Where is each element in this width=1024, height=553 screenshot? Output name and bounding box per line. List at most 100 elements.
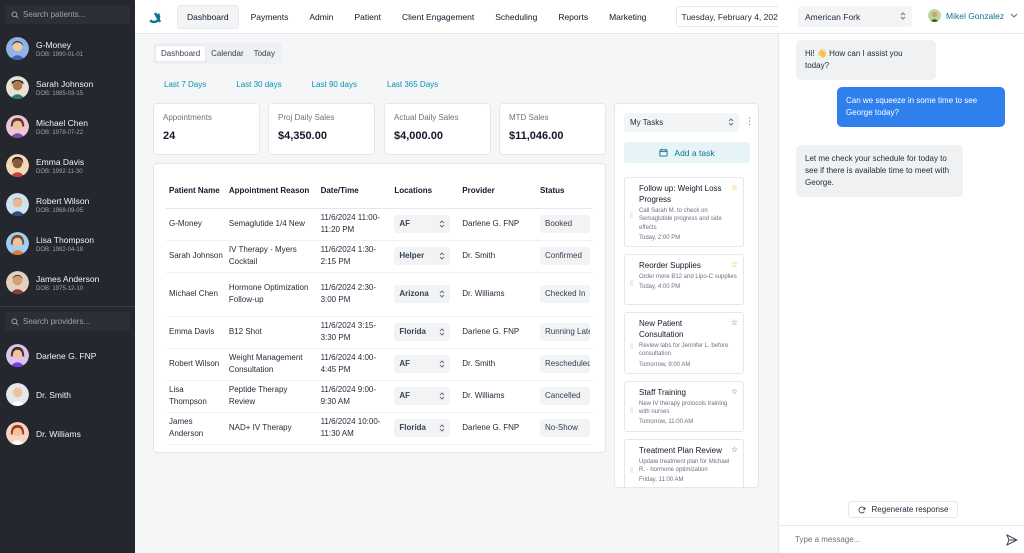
patient-search-input[interactable]: Search patients...: [5, 5, 130, 24]
table-row[interactable]: Sarah Johnson IV Therapy - Myers Cocktail…: [166, 240, 593, 273]
table-row[interactable]: Lisa Thompson Peptide Therapy Review 11/6/…: [166, 380, 593, 413]
user-menu[interactable]: Mikel Gonzalez: [928, 9, 1018, 22]
status-select[interactable]: Confirmed: [540, 247, 590, 265]
patient-name: Michael Chen: [36, 117, 88, 128]
status-select[interactable]: Running Late: [540, 323, 590, 341]
drag-handle-icon[interactable]: [630, 212, 633, 218]
table-row[interactable]: Emma Davis B12 Shot 11/6/2024 3:15-3:30 PM…: [166, 316, 593, 349]
nav-dashboard[interactable]: Dashboard: [177, 4, 239, 29]
task-card[interactable]: Staff Training New IV therapy protocols t…: [624, 381, 744, 432]
chat-message-bot: Hi! 👋 How can I assist you today?: [796, 40, 936, 80]
drag-handle-icon[interactable]: [630, 343, 633, 349]
star-filled-icon[interactable]: ☆: [730, 260, 738, 269]
sidebar-provider-dr-williams[interactable]: Dr. Williams: [0, 414, 135, 453]
view-tabs: Dashboard Calendar Today: [153, 43, 282, 64]
drag-handle-icon[interactable]: [630, 406, 633, 413]
user-avatar: [928, 9, 941, 22]
table-row[interactable]: G-Money Semaglutide 1/4 New 11/6/2024 11:0…: [166, 208, 593, 241]
regenerate-response-button[interactable]: Regenerate response: [848, 501, 958, 518]
location-value: Florida: [399, 327, 426, 337]
sidebar-provider-dr-smith[interactable]: Dr. Smith: [0, 375, 135, 414]
cell-status: Confirmed: [537, 240, 593, 273]
stat-card-actual-daily-sales: Actual Daily Sales $4,000.00: [384, 103, 491, 155]
task-filter-value: My Tasks: [630, 118, 664, 127]
location-select[interactable]: AF: [394, 355, 451, 373]
star-filled-icon[interactable]: ☆: [730, 183, 738, 192]
sidebar-patient-michael-chen[interactable]: Michael Chen DOB: 1978-07-22: [0, 107, 135, 146]
status-select[interactable]: Rescheduled: [540, 355, 590, 373]
cell-location: AF: [391, 380, 460, 413]
location-select[interactable]: Florida: [394, 323, 451, 341]
patient-dob: DOB: 1982-04-18: [36, 246, 84, 253]
table-row[interactable]: Robert Wilson Weight Management Consultat…: [166, 348, 593, 381]
add-task-button[interactable]: Add a task: [624, 142, 750, 163]
sidebar-patient-lisa-thompson[interactable]: Lisa Thompson DOB: 1982-04-18: [0, 224, 135, 263]
sidebar-patient-robert-wilson[interactable]: Robert Wilson DOB: 1968-09-05: [0, 185, 135, 224]
range-last-30-days[interactable]: Last 30 days: [236, 80, 282, 89]
sidebar-divider: [0, 306, 135, 307]
chevron-updown-icon: [900, 12, 906, 20]
chevron-down-icon: [1010, 13, 1018, 18]
range-last-7-days[interactable]: Last 7 Days: [164, 80, 207, 89]
status-select[interactable]: Booked: [540, 215, 590, 233]
nav-payments[interactable]: Payments: [250, 11, 289, 22]
nav-reports[interactable]: Reports: [558, 11, 589, 22]
table-header-row: Patient Name Appointment Reason Date/Tim…: [166, 174, 593, 209]
col-header-reason: Appointment Reason: [225, 174, 318, 209]
star-outline-icon[interactable]: ☆: [730, 387, 738, 396]
task-filter-select[interactable]: My Tasks: [624, 113, 739, 132]
task-due: Today, 2:00 PM: [639, 234, 681, 241]
nav-admin[interactable]: Admin: [309, 11, 334, 22]
nav-patient[interactable]: Patient: [354, 11, 381, 22]
location-select[interactable]: AF: [394, 215, 451, 233]
location-select[interactable]: AF: [394, 387, 451, 405]
task-title: New Patient Consultation: [639, 319, 684, 340]
cell-status: Running Late: [537, 316, 593, 349]
provider-search-input[interactable]: Search providers...: [5, 312, 130, 331]
table-row[interactable]: Michael Chen Hormone Optimization Follow-…: [166, 272, 593, 317]
task-card[interactable]: Reorder Supplies Order more B12 and Lipo-…: [624, 254, 744, 305]
sidebar-patient-sarah-johnson[interactable]: Sarah Johnson DOB: 1985-03-15: [0, 68, 135, 107]
task-card[interactable]: Follow up: Weight Loss Progress Call Sara…: [624, 177, 744, 247]
task-due: Friday, 11:00 AM: [639, 477, 684, 484]
status-select[interactable]: No-Show: [540, 419, 590, 437]
status-select[interactable]: Cancelled: [540, 387, 590, 405]
sidebar-provider-darlene[interactable]: Darlene G. FNP: [0, 336, 135, 375]
status-value: Confirmed: [545, 251, 582, 261]
location-select[interactable]: American Fork: [798, 6, 912, 27]
kebab-menu-icon[interactable]: ⋮: [745, 116, 754, 126]
cell-status: No-Show: [537, 412, 593, 445]
tab-dashboard[interactable]: Dashboard: [155, 45, 207, 62]
sidebar: Search patients... G-Money DOB: 1990-01-0…: [0, 0, 135, 553]
table-row[interactable]: James Anderson NAD+ IV Therapy 11/6/2024 1…: [166, 412, 593, 445]
cell-provider: Darlene G. FNP: [459, 208, 537, 241]
status-select[interactable]: Checked In: [540, 285, 590, 303]
sidebar-patient-emma-davis[interactable]: Emma Davis DOB: 1992-11-30: [0, 146, 135, 185]
star-outline-icon[interactable]: ☆: [730, 445, 738, 454]
col-header-location: Locations: [391, 174, 460, 209]
task-card[interactable]: Treatment Plan Review Update treatment pl…: [624, 439, 744, 487]
task-card[interactable]: New Patient Consultation Review labs for …: [624, 312, 744, 374]
nav-marketing[interactable]: Marketing: [609, 11, 647, 22]
nav-scheduling[interactable]: Scheduling: [495, 11, 538, 22]
current-date[interactable]: Tuesday, February 4, 2025: [676, 6, 788, 27]
location-select[interactable]: Arizona: [394, 285, 451, 303]
location-select[interactable]: Florida: [394, 419, 451, 437]
sidebar-patient-james-anderson[interactable]: James Anderson DOB: 1975-12-10: [0, 263, 135, 302]
send-icon[interactable]: [1006, 534, 1018, 546]
location-value: AF: [399, 219, 410, 229]
sidebar-patient-g-money[interactable]: G-Money DOB: 1990-01-01: [0, 29, 135, 68]
range-last-365-days[interactable]: Last 365 Days: [387, 80, 439, 89]
drag-handle-icon[interactable]: [630, 466, 633, 473]
patient-name: Robert Wilson: [36, 195, 90, 206]
location-select[interactable]: Helper: [394, 247, 451, 265]
star-outline-icon[interactable]: ☆: [730, 318, 738, 327]
nav-client-engagement[interactable]: Client Engagement: [401, 11, 475, 22]
drag-handle-icon[interactable]: [630, 279, 633, 286]
tab-today[interactable]: Today: [253, 49, 275, 58]
cell-location: Helper: [391, 240, 460, 273]
range-last-90-days[interactable]: Last 90 days: [311, 80, 357, 89]
refresh-icon: [858, 506, 865, 513]
tab-calendar[interactable]: Calendar: [211, 49, 244, 58]
chat-message-input[interactable]: [795, 535, 985, 544]
